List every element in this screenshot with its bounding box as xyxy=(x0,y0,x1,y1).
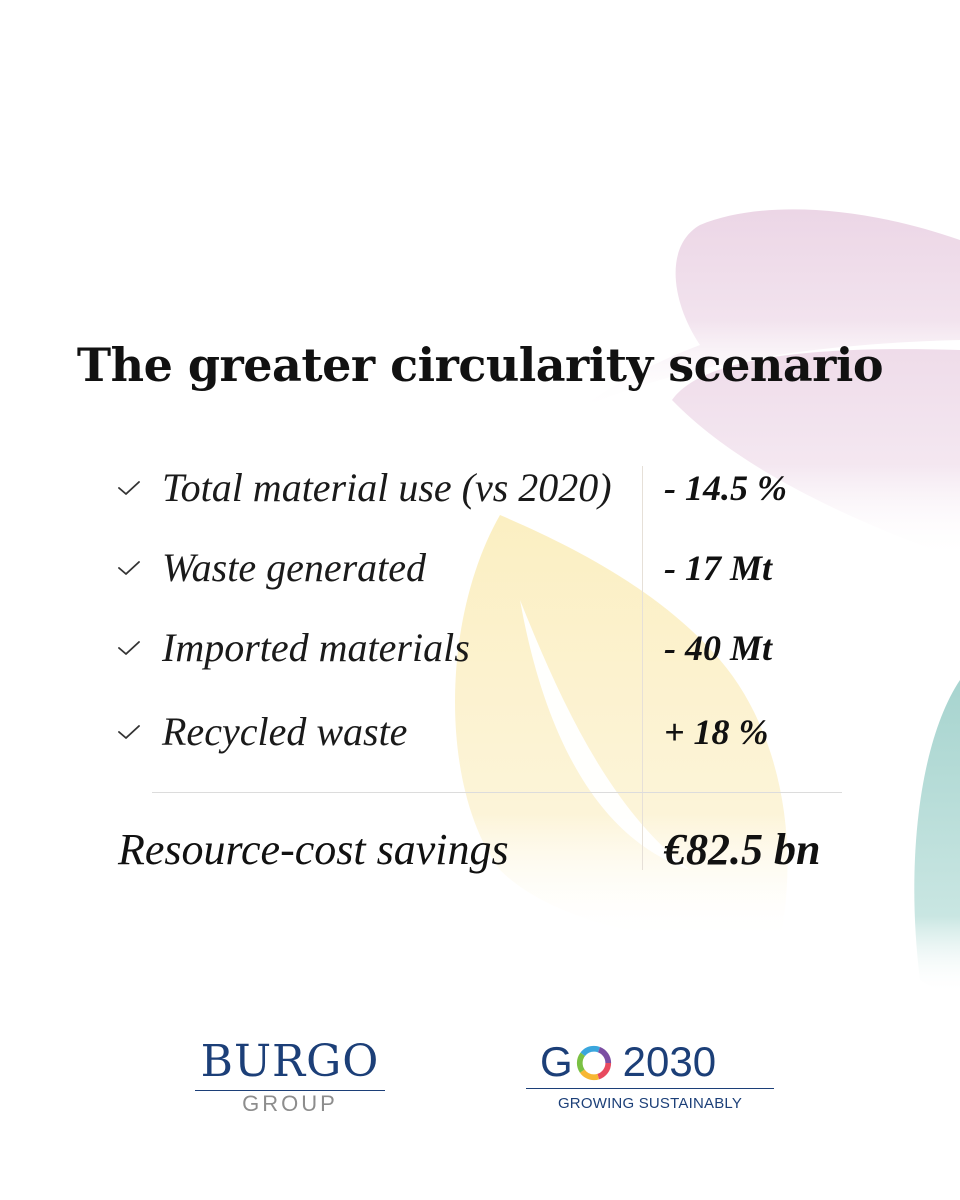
burgo-group-logo: BURGO GROUP xyxy=(195,1038,385,1118)
go-year: 2030 xyxy=(622,1038,717,1085)
color-ring-icon xyxy=(576,1045,611,1081)
logo-rule xyxy=(195,1090,385,1091)
item-label: Total material use (vs 2020) xyxy=(162,465,612,510)
check-icon xyxy=(118,641,140,655)
item-label: Waste generated xyxy=(162,545,427,590)
item-label: Recycled waste xyxy=(162,709,408,754)
page-title: The greater circularity scenario xyxy=(76,338,884,392)
divider xyxy=(152,792,842,793)
go2030-logo: G 2030 GROWING SUSTAINABLY xyxy=(526,1038,774,1118)
item-value: - 40 Mt xyxy=(664,628,772,668)
go-tagline: GROWING SUSTAINABLY xyxy=(557,1095,743,1112)
list-item: Recycled waste + 18 % xyxy=(0,702,960,762)
burgo-wordmark: BURGO xyxy=(200,1036,380,1087)
burgo-subtitle: GROUP xyxy=(242,1091,338,1116)
logo-rule xyxy=(526,1088,774,1089)
check-icon xyxy=(118,561,140,575)
list-item: Waste generated - 17 Mt xyxy=(0,538,960,598)
total-value: €82.5 bn xyxy=(664,825,821,874)
item-value: + 18 % xyxy=(664,712,769,752)
total-label: Resource-cost savings xyxy=(118,825,509,874)
check-icon xyxy=(118,481,140,495)
go-letter-g: G xyxy=(540,1038,573,1085)
item-value: - 17 Mt xyxy=(664,548,772,588)
list-item: Total material use (vs 2020) - 14.5 % xyxy=(0,458,960,518)
item-value: - 14.5 % xyxy=(664,468,787,508)
list-item: Imported materials - 40 Mt xyxy=(0,618,960,678)
column-divider xyxy=(642,466,643,870)
check-icon xyxy=(118,725,140,739)
item-label: Imported materials xyxy=(162,625,470,670)
